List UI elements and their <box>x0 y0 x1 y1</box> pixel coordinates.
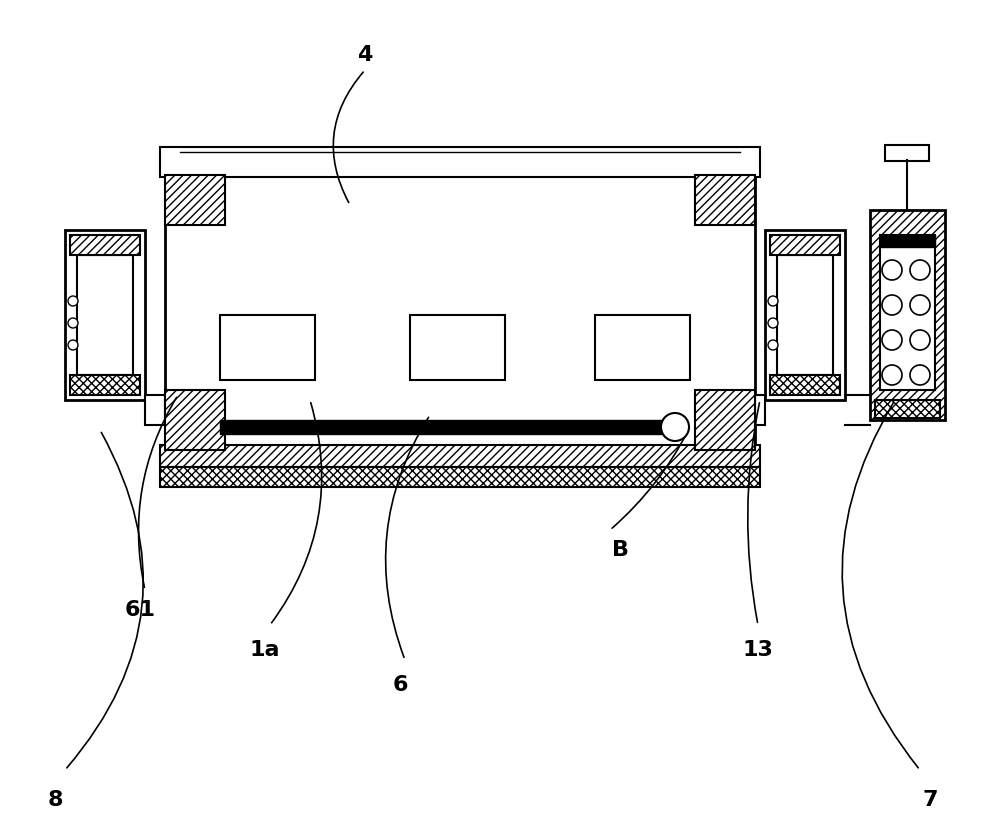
Circle shape <box>882 295 902 315</box>
Text: B: B <box>612 540 629 560</box>
Bar <box>160 147 760 177</box>
Bar <box>755 395 765 425</box>
Bar <box>880 235 935 247</box>
Bar <box>875 400 940 418</box>
Circle shape <box>910 260 930 280</box>
Text: 7: 7 <box>922 790 938 810</box>
Circle shape <box>68 318 78 328</box>
Bar <box>885 145 929 161</box>
Circle shape <box>68 296 78 306</box>
Circle shape <box>910 365 930 385</box>
Circle shape <box>910 295 930 315</box>
Text: 8: 8 <box>47 790 63 810</box>
Circle shape <box>68 340 78 350</box>
Circle shape <box>661 413 689 441</box>
Bar <box>70 375 140 395</box>
Bar <box>220 420 665 434</box>
Bar <box>770 235 840 255</box>
Bar <box>165 175 225 225</box>
Bar <box>410 315 505 380</box>
Bar <box>65 230 145 400</box>
Circle shape <box>768 296 778 306</box>
Circle shape <box>882 365 902 385</box>
Text: 4: 4 <box>357 45 373 65</box>
Text: 6: 6 <box>392 675 408 695</box>
Text: 1a: 1a <box>250 640 280 660</box>
Bar <box>70 235 140 255</box>
Circle shape <box>910 330 930 350</box>
Bar <box>220 315 315 380</box>
Bar <box>880 235 935 390</box>
Bar <box>770 375 840 395</box>
Text: 13: 13 <box>743 640 773 660</box>
Bar <box>695 390 755 450</box>
Bar <box>77 255 133 375</box>
Bar <box>777 255 833 375</box>
Bar <box>145 395 165 425</box>
Bar <box>695 175 755 225</box>
Text: 61: 61 <box>124 600 156 620</box>
Circle shape <box>882 260 902 280</box>
Bar <box>165 175 755 445</box>
Bar <box>160 467 760 487</box>
Bar <box>870 210 945 420</box>
Bar <box>595 315 690 380</box>
Bar <box>765 230 845 400</box>
Circle shape <box>768 318 778 328</box>
Bar <box>165 390 225 450</box>
Bar <box>160 445 760 467</box>
Circle shape <box>768 340 778 350</box>
Circle shape <box>882 330 902 350</box>
